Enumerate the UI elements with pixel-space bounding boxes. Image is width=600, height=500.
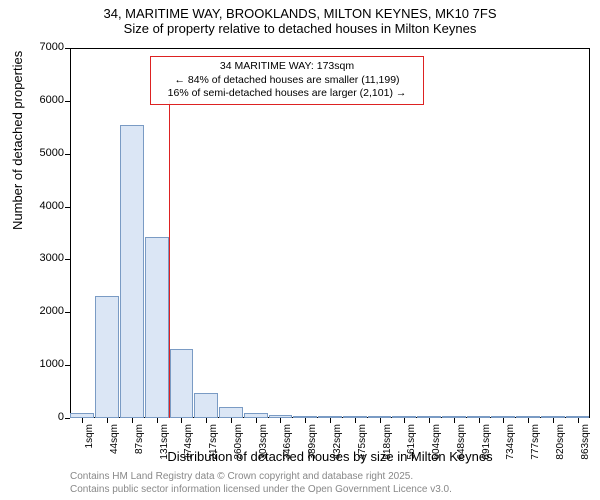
annotation-line2: ← 84% of detached houses are smaller (11… [157,74,417,88]
ytick-label: 6000 [4,94,64,106]
ytick-label: 3000 [4,252,64,264]
annotation-line1: 34 MARITIME WAY: 173sqm [157,60,417,74]
footer-line1: Contains HM Land Registry data © Crown c… [70,470,452,483]
x-axis-label: Distribution of detached houses by size … [70,449,590,464]
annotation-line3: 16% of semi-detached houses are larger (… [157,87,417,101]
histogram-bar [145,237,169,418]
reference-line [169,100,170,418]
histogram-bar [95,296,119,418]
chart-title-line1: 34, MARITIME WAY, BROOKLANDS, MILTON KEY… [0,6,600,21]
footer-attribution: Contains HM Land Registry data © Crown c… [70,470,452,496]
ytick-label: 7000 [4,41,64,53]
chart-title-line2: Size of property relative to detached ho… [0,21,600,36]
footer-line2: Contains public sector information licen… [70,483,452,496]
ytick-label: 1000 [4,358,64,370]
histogram-bar [120,125,144,418]
ytick-label: 5000 [4,147,64,159]
ytick-label: 2000 [4,305,64,317]
histogram-bar [194,393,218,418]
chart-plot-area: 010002000300040005000600070001sqm44sqm87… [70,48,590,418]
ytick-label: 0 [4,411,64,423]
annotation-box: 34 MARITIME WAY: 173sqm← 84% of detached… [150,56,424,105]
histogram-bar [219,407,243,418]
histogram-bar [170,349,194,418]
ytick-label: 4000 [4,200,64,212]
